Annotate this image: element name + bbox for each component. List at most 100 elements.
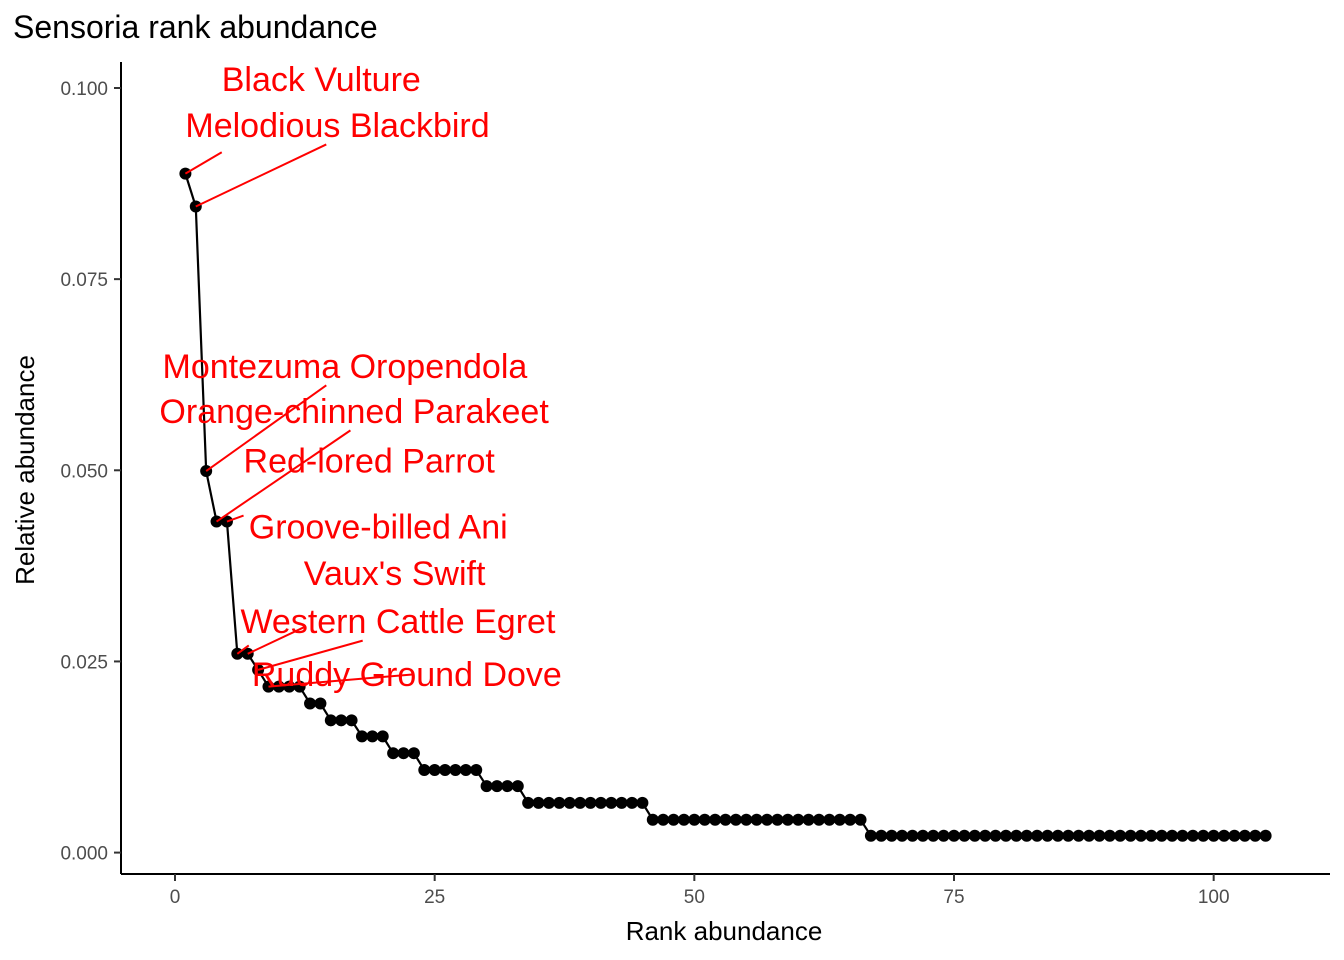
data-point: [1124, 829, 1137, 842]
annotation-leader-line: [205, 384, 327, 472]
data-point: [823, 813, 836, 826]
data-point: [677, 813, 690, 826]
x-tick-label: 50: [684, 887, 705, 908]
data-point: [594, 796, 607, 809]
data-point: [1218, 829, 1231, 842]
data-point: [626, 796, 639, 809]
annotation-leader-line: [257, 639, 363, 671]
data-point: [366, 730, 379, 743]
data-point: [896, 829, 909, 842]
data-point: [802, 813, 815, 826]
data-point: [1145, 829, 1158, 842]
data-point: [1155, 829, 1168, 842]
data-point: [532, 796, 545, 809]
data-point: [553, 796, 566, 809]
series-line-group: [184, 173, 1266, 837]
data-point: [563, 796, 576, 809]
data-point: [916, 829, 929, 842]
data-point: [729, 813, 742, 826]
y-ticks: 0.000 0.025 0.050 0.075 0.100: [60, 79, 121, 865]
data-point: [719, 813, 732, 826]
data-point: [1166, 829, 1179, 842]
data-point: [449, 764, 462, 777]
data-point: [1228, 829, 1241, 842]
data-point: [1249, 829, 1262, 842]
data-point: [781, 813, 794, 826]
axes: 0 25 50 75 100 0.000 0.025 0.050 0.075 0.100: [60, 62, 1330, 908]
series-line: [184, 173, 1266, 837]
y-tick-label: 0.075: [60, 270, 108, 291]
data-point: [1072, 829, 1085, 842]
annotation-label: Orange-chinned Parakeet: [159, 393, 549, 431]
data-point: [574, 796, 587, 809]
y-tick-label: 0.000: [60, 844, 108, 865]
data-point: [698, 813, 711, 826]
data-point: [1176, 829, 1189, 842]
data-point: [989, 829, 1002, 842]
data-point: [979, 829, 992, 842]
y-tick-label: 0.050: [60, 461, 108, 482]
x-ticks: 0 25 50 75 100: [170, 874, 1230, 908]
data-point: [428, 764, 441, 777]
y-tick-label: 0.100: [60, 79, 108, 100]
data-point: [958, 829, 971, 842]
data-point: [740, 813, 753, 826]
data-point: [1083, 829, 1096, 842]
annotation-leader-line: [268, 673, 414, 688]
data-point: [1051, 829, 1064, 842]
data-point: [844, 813, 857, 826]
annotation-leader-line: [184, 151, 223, 175]
annotation-label: Montezuma Oropendola: [163, 348, 528, 386]
data-point: [459, 764, 472, 777]
data-point: [501, 780, 514, 793]
data-point: [511, 780, 524, 793]
data-point: [646, 813, 659, 826]
chart-title: Sensoria rank abundance: [13, 9, 378, 45]
data-point: [376, 730, 389, 743]
data-point: [812, 813, 825, 826]
x-tick-label: 75: [943, 887, 964, 908]
annotation-label: Western Cattle Egret: [240, 603, 556, 641]
data-point: [906, 829, 919, 842]
data-point: [667, 813, 680, 826]
data-point: [615, 796, 628, 809]
annotation-label: Black Vulture: [222, 61, 421, 99]
data-point: [470, 764, 483, 777]
data-point: [885, 829, 898, 842]
data-point: [407, 747, 420, 760]
data-point: [1238, 829, 1251, 842]
x-tick-label: 0: [170, 887, 181, 908]
data-point: [522, 796, 535, 809]
data-point: [1134, 829, 1147, 842]
data-point: [335, 714, 348, 727]
annotation-label: Vaux's Swift: [304, 555, 486, 593]
data-point: [1103, 829, 1116, 842]
x-axis-title: Rank abundance: [626, 916, 823, 946]
data-point: [314, 697, 327, 710]
annotation-leader-line: [226, 514, 244, 523]
data-point: [397, 747, 410, 760]
data-point: [605, 796, 618, 809]
data-point: [418, 764, 431, 777]
annotation-label: Melodious Blackbird: [185, 107, 489, 145]
data-point: [999, 829, 1012, 842]
data-point: [542, 796, 555, 809]
data-point: [480, 780, 493, 793]
annotation-label: Red-lored Parrot: [244, 443, 496, 481]
data-point: [948, 829, 961, 842]
y-tick-label: 0.025: [60, 652, 108, 673]
data-point: [355, 730, 368, 743]
data-point: [1062, 829, 1075, 842]
data-point: [761, 813, 774, 826]
data-point: [688, 813, 701, 826]
annotation-leader-line: [215, 429, 351, 523]
data-point: [771, 813, 784, 826]
annotation-leader-line: [195, 143, 327, 208]
y-axis-title: Relative abundance: [10, 355, 40, 585]
data-point: [875, 829, 888, 842]
data-point: [1207, 829, 1220, 842]
x-tick-label: 100: [1198, 887, 1230, 908]
data-point: [864, 829, 877, 842]
